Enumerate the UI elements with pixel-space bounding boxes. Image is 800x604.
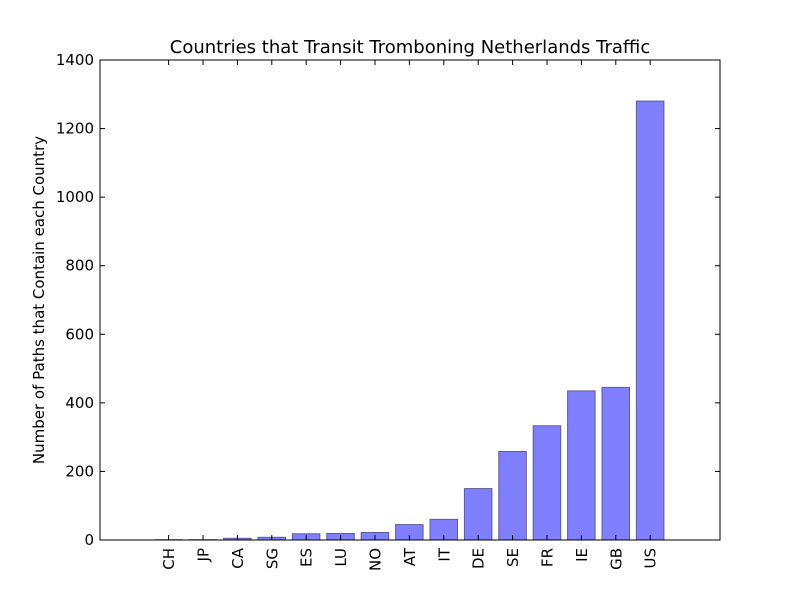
x-tick-label: CA	[229, 547, 247, 568]
x-tick-label: GB	[607, 548, 625, 570]
y-tick-label: 1200	[56, 120, 94, 138]
chart-title: Countries that Transit Tromboning Nether…	[170, 37, 650, 58]
bar-ie	[568, 391, 596, 540]
y-axis-label: Number of Paths that Contain each Countr…	[30, 136, 48, 464]
x-tick-label: IE	[573, 548, 591, 562]
x-tick-label: ES	[298, 548, 316, 567]
bar-fr	[533, 426, 561, 540]
y-tick-label: 1000	[56, 188, 94, 206]
x-tick-label: DE	[470, 548, 488, 569]
bar-se	[499, 452, 527, 541]
y-tick-label: 800	[65, 257, 94, 275]
x-tick-label: SE	[504, 548, 522, 567]
x-tick-label: SG	[263, 548, 281, 569]
x-tick-label: CH	[160, 548, 178, 570]
x-tick-label: AT	[401, 547, 419, 566]
y-tick-label: 600	[65, 325, 94, 343]
x-tick-label: JP	[195, 548, 213, 562]
y-tick-label: 400	[65, 394, 94, 412]
x-tick-label: FR	[539, 548, 557, 567]
y-tick-label: 1400	[56, 51, 94, 69]
x-tick-label: NO	[367, 548, 385, 571]
x-tick-label: US	[642, 548, 660, 569]
bar-us	[636, 101, 664, 540]
y-tick-label: 200	[65, 462, 94, 480]
y-tick-label: 0	[84, 531, 94, 549]
x-tick-label: IT	[435, 547, 453, 561]
bar-de	[464, 489, 492, 540]
x-tick-label: LU	[332, 548, 350, 567]
bar-gb	[602, 387, 630, 540]
